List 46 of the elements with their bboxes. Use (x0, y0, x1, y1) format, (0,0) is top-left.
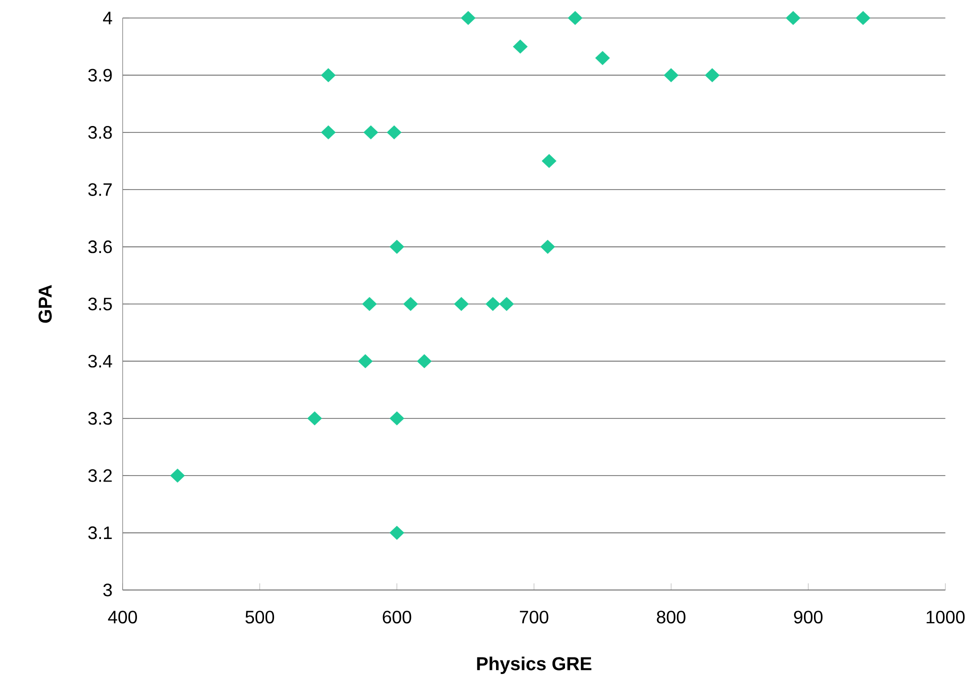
point (321, 125, 336, 140)
point (358, 354, 373, 368)
point (786, 11, 800, 25)
y-tick-label: 3 (103, 584, 112, 596)
point (364, 125, 378, 140)
point (540, 240, 555, 254)
point (417, 354, 432, 368)
point (307, 411, 322, 426)
x-tick-label: 1000 (926, 610, 965, 624)
y-tick-label: 4 (103, 12, 112, 24)
point (403, 297, 418, 311)
point (499, 297, 514, 311)
y-tick-label: 3.2 (88, 469, 112, 482)
y-tick-label: 3.8 (88, 126, 112, 139)
point (595, 51, 610, 65)
point (664, 68, 678, 82)
x-tick-label: 700 (520, 610, 548, 624)
y-tick-label: 3.5 (88, 298, 112, 310)
point (568, 11, 582, 25)
point (362, 297, 377, 311)
y-tick-label: 3.1 (88, 526, 112, 540)
point (390, 526, 404, 540)
y-tick-label: 3.9 (88, 68, 112, 82)
y-tick-label: 3.6 (88, 240, 112, 254)
point (704, 68, 720, 82)
point (856, 11, 870, 25)
y-tick-label: 3.3 (88, 412, 112, 425)
point (386, 125, 402, 140)
point (390, 411, 404, 426)
x-tick-label: 600 (382, 610, 412, 624)
x-tick-label: 800 (656, 610, 686, 624)
point (460, 11, 476, 25)
x-tick-label: 500 (245, 610, 274, 624)
y-axis-title: GPA (38, 284, 52, 323)
point (170, 468, 185, 483)
point (513, 40, 528, 54)
y-tick-label: 3.7 (88, 183, 112, 196)
point (486, 297, 500, 311)
point (390, 240, 404, 254)
x-tick-label: 900 (794, 610, 823, 624)
point (454, 297, 469, 311)
y-tick-label: 3.4 (88, 354, 112, 368)
x-tick-label: 400 (108, 610, 137, 624)
point (321, 68, 336, 82)
x-axis-title: Physics GRE (477, 656, 592, 674)
point (542, 154, 556, 168)
